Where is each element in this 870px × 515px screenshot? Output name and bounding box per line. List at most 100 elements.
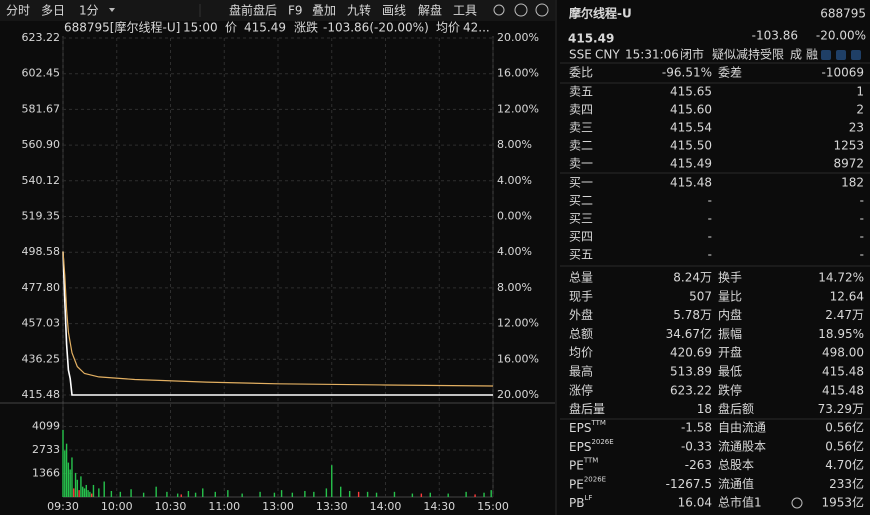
volume-bar: [393, 491, 396, 497]
row-value: -10069: [821, 66, 864, 80]
book-volume: -: [860, 248, 864, 262]
volume-tick-label: 1366: [32, 467, 60, 480]
book-label: 买四: [569, 230, 593, 244]
x-tick-label: 10:30: [155, 500, 187, 513]
book-price: -: [708, 212, 712, 226]
label-main: EPS: [569, 421, 591, 435]
toolbar-button[interactable]: 工具: [453, 4, 477, 18]
volume-bar: [103, 481, 105, 497]
volume-bar: [194, 492, 197, 497]
row-value: 1953亿: [821, 495, 864, 510]
row-label: 跌停: [718, 382, 742, 397]
row-label: 内盘: [718, 307, 742, 322]
toolbar-button[interactable]: 盘前盘后: [229, 3, 277, 18]
help-icon[interactable]: [514, 3, 528, 17]
book-volume: 1: [856, 85, 864, 99]
row-value: 507: [689, 289, 712, 303]
row-label: 总量: [569, 271, 593, 285]
book-label: 卖四: [569, 103, 593, 117]
book-volume: 23: [849, 121, 864, 135]
y2-tick-label: 12.00%: [497, 317, 539, 330]
volume-bar: [214, 491, 216, 497]
row-value: 18: [697, 402, 712, 416]
market-info: 疑似减持受限: [712, 47, 784, 62]
row-label: 盘后量: [569, 401, 605, 416]
toolbar-tab[interactable]: 1分: [79, 4, 99, 18]
volume-bar: [483, 492, 485, 497]
row-value: 0.56亿: [825, 438, 864, 453]
row-label: 量比: [718, 289, 742, 303]
volume-tick-label: 2733: [32, 443, 60, 456]
y2-tick-label: 8.00%: [497, 281, 532, 294]
x-tick-label: 13:30: [316, 500, 348, 513]
row-value: 73.29万: [818, 402, 864, 416]
chart-header-time: 15:00: [183, 21, 218, 35]
row-label: 均价: [569, 346, 593, 360]
chart-header-avg: 42...: [463, 21, 490, 35]
book-label: 买三: [569, 212, 593, 226]
volume-bar: [80, 476, 82, 497]
tag: 成: [790, 48, 802, 62]
row-label: 最低: [718, 365, 742, 379]
change: -103.86: [752, 29, 798, 43]
tag-icon[interactable]: [851, 50, 861, 60]
tag-icon[interactable]: [836, 50, 846, 60]
volume-bar: [340, 486, 342, 497]
y-tick-label: 477.80: [22, 281, 61, 294]
row-value: -263: [685, 458, 712, 472]
row-value: 498.00: [822, 346, 864, 360]
book-volume: -: [860, 194, 864, 208]
y-tick-label: 560.90: [22, 138, 61, 151]
toolbar-button[interactable]: 叠加: [312, 4, 336, 18]
toolbar-button[interactable]: 九转: [347, 3, 371, 18]
settings-icon[interactable]: [493, 4, 505, 16]
x-tick-label: 11:00: [208, 500, 240, 513]
row-label: EPSTTM: [569, 419, 606, 435]
toolbar-button[interactable]: F9: [288, 4, 303, 18]
more-icon[interactable]: [535, 3, 549, 17]
label-main: PE: [569, 477, 584, 491]
y-tick-label: 602.45: [22, 67, 61, 80]
row-value: 420.69: [670, 346, 712, 360]
tag-icon[interactable]: [821, 50, 831, 60]
volume-bar: [92, 484, 95, 497]
row-label: 总市值1: [718, 495, 762, 510]
row-label: 总额: [569, 327, 593, 341]
row-value: 12.64: [830, 289, 864, 303]
volume-bar: [411, 493, 414, 497]
x-tick-label: 14:00: [370, 500, 402, 513]
y2-tick-label: 0.00%: [497, 210, 532, 223]
volume-bar: [176, 493, 179, 497]
y2-tick-label: 20.00%: [497, 31, 539, 44]
row-label: 流通股本: [718, 439, 766, 453]
toolbar-tab[interactable]: 分时: [6, 4, 30, 18]
row-value: 0.56亿: [825, 420, 864, 435]
toolbar-tab[interactable]: 多日: [41, 4, 65, 18]
row-label: 换手: [718, 271, 742, 285]
chart-header-price-label: 价: [225, 21, 237, 35]
last-price: 415.49: [568, 32, 614, 46]
row-label: 外盘: [569, 307, 593, 322]
volume-bar: [313, 491, 315, 497]
volume-bar: [259, 491, 261, 497]
row-label: 委比: [569, 66, 593, 80]
volume-bar: [98, 488, 100, 497]
volume-bar: [273, 492, 276, 497]
toolbar-button[interactable]: 解盘: [418, 3, 442, 18]
dropdown-arrow[interactable]: [109, 8, 115, 12]
toolbar-button[interactable]: 画线: [382, 4, 406, 18]
label-sup: TTM: [583, 457, 598, 465]
y-tick-label: 498.58: [22, 245, 61, 258]
volume-bar: [420, 493, 423, 497]
row-label: PBLF: [569, 494, 592, 510]
volume-bar: [291, 492, 294, 497]
row-value: 233亿: [829, 476, 864, 491]
volume-bar: [474, 494, 476, 497]
market-info: CNY: [595, 48, 620, 62]
info-icon[interactable]: [791, 497, 803, 509]
book-price: 415.48: [670, 176, 712, 190]
book-volume: 1253: [833, 139, 864, 153]
book-price: 415.60: [670, 103, 712, 117]
